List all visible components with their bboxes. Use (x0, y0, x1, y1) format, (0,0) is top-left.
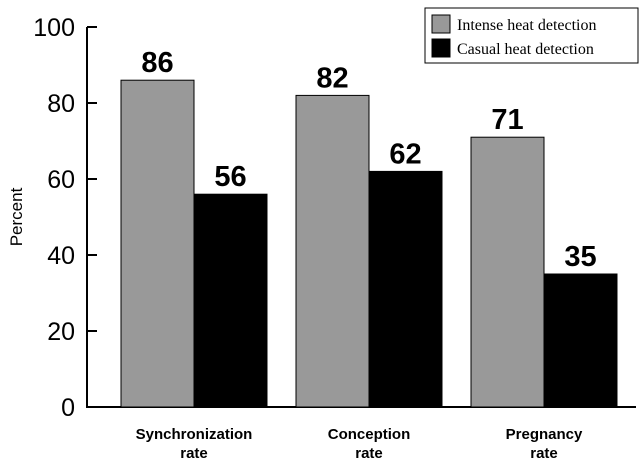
y-tick-label-80: 80 (47, 90, 75, 118)
legend-swatch-1 (431, 38, 451, 58)
data-label-0-0: 86 (141, 47, 173, 79)
data-label-1-2: 35 (564, 241, 596, 273)
y-tick-label-20: 20 (47, 318, 75, 346)
category-label-1: Conception rate (328, 426, 411, 459)
data-label-1-1: 62 (389, 138, 421, 170)
bars (120, 79, 618, 408)
legend-label-1: Casual heat detection (457, 41, 594, 58)
data-label-0-1: 82 (316, 62, 348, 94)
y-tick-label-60: 60 (47, 166, 75, 194)
legend-swatch-0 (431, 14, 451, 34)
bar-0-0 (120, 79, 195, 408)
labels: 86 56 Synchronization rate 82 62 Conception rat… (136, 47, 597, 459)
bar-1-0 (193, 193, 268, 408)
legend: Intense heat detection Casual heat detect… (424, 7, 639, 64)
bar-0-1 (295, 94, 370, 408)
bar-1-2 (543, 273, 618, 408)
y-tick-label-40: 40 (47, 242, 75, 270)
data-label-1-0: 56 (214, 161, 246, 193)
y-tick-label-0: 0 (61, 394, 75, 422)
bar-0-2 (470, 136, 545, 408)
y-axis-label: Percent (7, 187, 26, 246)
y-tick-label-100: 100 (33, 14, 75, 42)
data-label-0-2: 71 (491, 104, 523, 136)
legend-box (424, 7, 639, 64)
category-label-0: Synchronization rate (136, 426, 253, 459)
legend-label-0: Intense heat detection (457, 17, 597, 34)
bar-1-1 (368, 170, 443, 408)
category-label-2: Pregnancy rate (506, 426, 583, 459)
